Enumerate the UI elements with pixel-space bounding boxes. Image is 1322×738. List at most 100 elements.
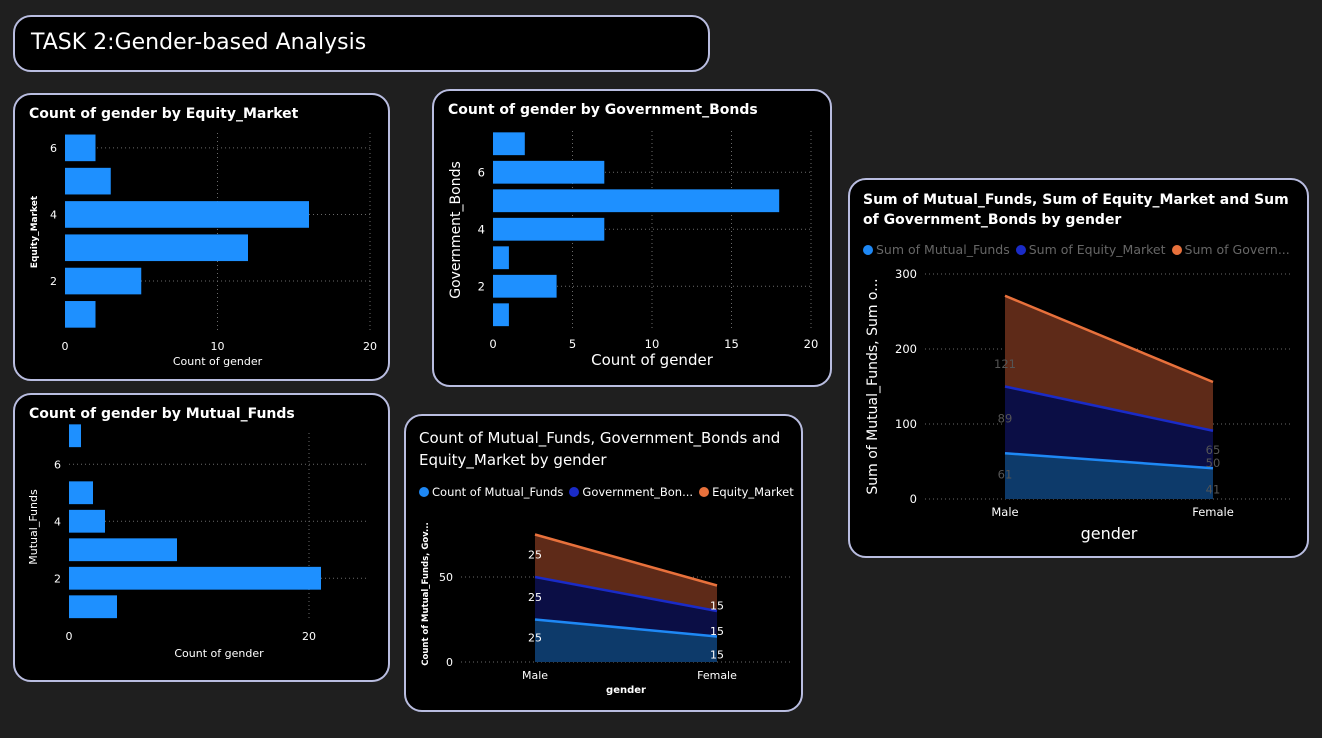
legend-item[interactable]: Equity_Market <box>699 485 794 499</box>
equity-market-bar-chart: 0 10 20 2 4 6 Count of gender Equity_Market <box>30 133 377 368</box>
government-bonds-bar-chart: 0 5 10 15 20 2 4 6 Count of gender Government_Bon… <box>448 131 818 369</box>
legend-item[interactable]: Sum of Govern... <box>1171 242 1290 257</box>
y-tick-label: 0 <box>446 656 453 669</box>
y-tick-label: 2 <box>50 275 57 288</box>
data-label: 65 <box>1206 443 1221 457</box>
area-band <box>1005 386 1213 469</box>
y-tick-label: 6 <box>478 165 485 179</box>
chart-legend: Sum of Mutual_Funds Sum of Equity_Market… <box>863 242 1290 257</box>
x-tick-label: 20 <box>302 630 316 643</box>
bar <box>65 167 111 195</box>
sum-by-gender-area-chart-card[interactable]: Sum of Mutual_Funds, Sum of Equity_Marke… <box>848 178 1309 558</box>
data-label: 61 <box>998 467 1013 481</box>
y-tick-label: 2 <box>478 279 485 293</box>
chart-title: Count of gender by Mutual_Funds <box>29 406 295 422</box>
y-tick-label: 4 <box>478 222 485 236</box>
x-tick-label: Male <box>522 669 548 682</box>
chart-title: Count of gender by Government_Bonds <box>448 102 758 118</box>
legend-label: Government_Bon... <box>582 485 694 499</box>
legend-item[interactable]: Count of Mutual_Funds <box>419 485 563 499</box>
bar <box>69 424 81 448</box>
x-axis-label: Count of gender <box>173 355 263 368</box>
series-line <box>1004 385 1214 432</box>
chart-legend: Count of Mutual_Funds Government_Bon... … <box>419 485 794 499</box>
legend-label: Sum of Equity_Market <box>1028 242 1166 257</box>
legend-dot-icon <box>1015 244 1026 255</box>
area-band <box>535 577 717 637</box>
legend-dot-icon <box>1171 244 1182 255</box>
y-tick-label: 6 <box>50 142 57 155</box>
y-tick-label: 0 <box>910 492 917 506</box>
bar <box>69 566 321 590</box>
y-tick-label: 200 <box>895 342 917 356</box>
y-tick-label: 4 <box>54 515 61 528</box>
legend-dot-icon <box>569 487 580 497</box>
series-line <box>534 618 718 638</box>
y-tick-label: 100 <box>895 417 917 431</box>
legend-dot-icon <box>863 244 873 255</box>
data-label: 89 <box>998 412 1013 426</box>
bar <box>69 481 93 505</box>
y-axis-label: Government_Bonds <box>448 161 464 299</box>
y-axis-label: Equity_Market <box>30 195 40 268</box>
bar <box>493 274 557 298</box>
x-tick-label: 10 <box>645 337 660 351</box>
bar <box>69 538 177 562</box>
x-tick-label: 0 <box>66 630 73 643</box>
y-axis-label: Count of Mutual_Funds, Gov... <box>421 522 431 665</box>
legend-item[interactable]: Sum of Mutual_Funds <box>863 242 1010 257</box>
data-label: 41 <box>1206 482 1221 496</box>
x-tick-label: Female <box>697 669 737 682</box>
bar <box>493 189 780 213</box>
area-band <box>535 619 717 662</box>
x-tick-label: 0 <box>489 337 496 351</box>
series-line <box>534 533 718 587</box>
data-label: 15 <box>710 600 724 613</box>
x-axis-label: gender <box>1081 524 1138 543</box>
series-line <box>1004 452 1214 470</box>
government-bonds-bar-chart-card[interactable]: Count of gender by Government_Bonds 0 5 10… <box>432 89 832 387</box>
bar <box>65 234 248 262</box>
series-line <box>534 575 718 613</box>
y-tick-label: 6 <box>54 458 61 471</box>
y-axis-label: Mutual_Funds <box>27 489 40 565</box>
legend-dot-icon <box>419 487 429 497</box>
bar <box>65 267 142 295</box>
bar <box>493 246 509 270</box>
bar <box>69 509 105 533</box>
y-tick-label: 50 <box>439 571 453 584</box>
x-tick-label: 0 <box>62 340 69 353</box>
x-axis-label: Count of gender <box>174 647 264 660</box>
chart-title: Count of gender by Equity_Market <box>29 106 299 122</box>
page-title-card: TASK 2:Gender-based Analysis <box>13 15 710 72</box>
bar <box>493 303 509 327</box>
data-label: 25 <box>528 632 542 645</box>
legend-label: Sum of Govern... <box>1184 242 1290 257</box>
x-tick-label: Female <box>1192 505 1234 519</box>
count-by-gender-area-chart: 0 50 25 15 25 15 25 15 Male Female gender Count of … <box>421 522 791 696</box>
bar <box>65 301 96 328</box>
data-label: 15 <box>710 625 724 638</box>
legend-item[interactable]: Government_Bon... <box>569 485 693 499</box>
mutual-funds-bar-chart: 0 20 2 4 6 Count of gender Mutual_Funds <box>27 424 369 660</box>
data-label: 50 <box>1206 456 1221 470</box>
legend-label: Sum of Mutual_Funds <box>876 242 1010 257</box>
x-axis-label: Count of gender <box>591 351 714 369</box>
legend-label: Equity_Market <box>712 485 794 499</box>
x-axis-label: gender <box>606 685 646 696</box>
equity-market-bar-chart-card[interactable]: Count of gender by Equity_Market 0 10 20 2 4… <box>13 93 390 381</box>
data-label: 15 <box>710 649 724 662</box>
x-tick-label: Male <box>991 505 1018 519</box>
legend-label: Count of Mutual_Funds <box>432 485 564 499</box>
bar <box>65 134 96 162</box>
x-tick-label: 10 <box>211 340 225 353</box>
x-tick-label: 20 <box>363 340 377 353</box>
series-line <box>1004 294 1214 384</box>
data-label: 25 <box>528 591 542 604</box>
legend-item[interactable]: Sum of Equity_Market <box>1015 242 1166 257</box>
x-tick-label: 15 <box>724 337 739 351</box>
y-tick-label: 300 <box>895 267 917 281</box>
count-by-gender-area-chart-card[interactable]: Count of Mutual_Funds, Government_Bonds … <box>404 414 803 712</box>
mutual-funds-bar-chart-card[interactable]: Count of gender by Mutual_Funds 0 20 2 4 6 Co… <box>13 393 390 682</box>
y-axis-label: Sum of Mutual_Funds, Sum o... <box>865 278 881 494</box>
